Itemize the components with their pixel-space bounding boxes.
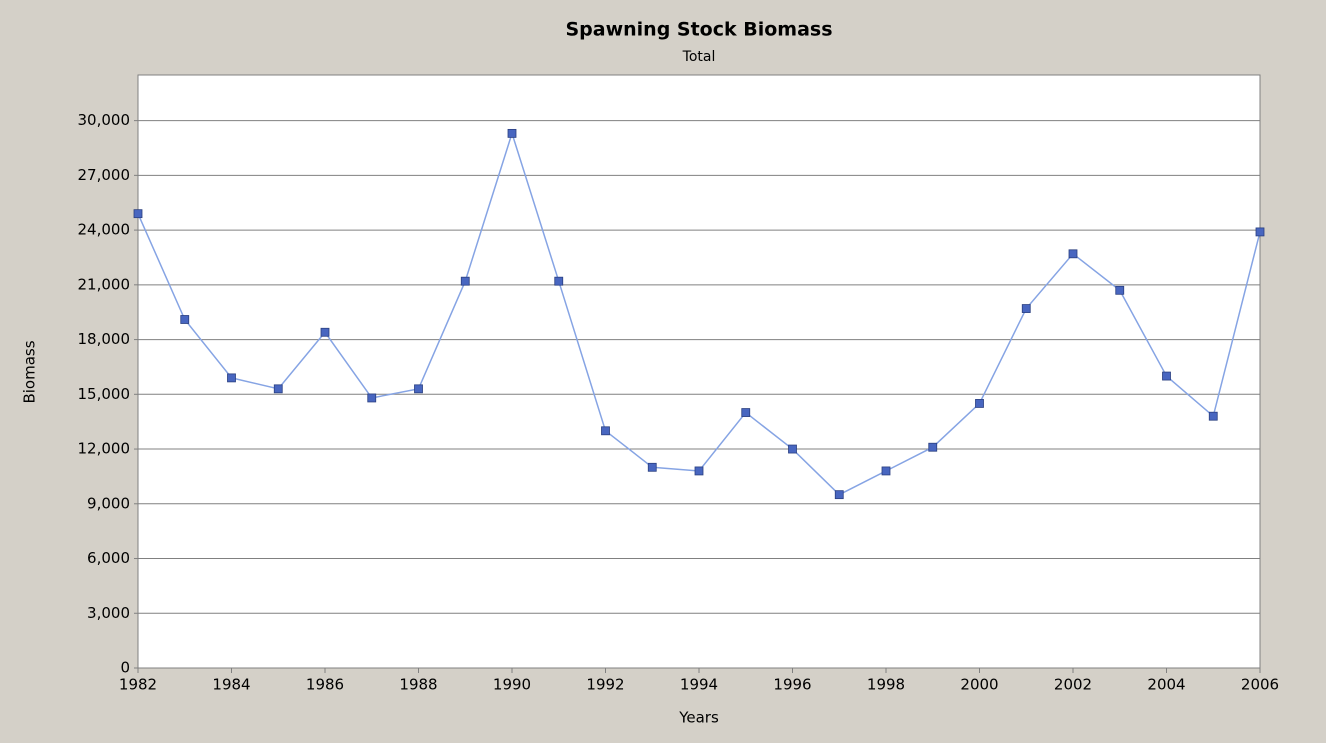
data-point: [1115, 285, 1125, 295]
y-tick-label: 21,000: [78, 275, 131, 293]
data-point: [180, 315, 190, 324]
data-point: [414, 384, 423, 394]
y-tick-label: 0: [120, 659, 130, 677]
x-tick-label: 2004: [1147, 676, 1185, 694]
y-tick-label: 3,000: [87, 604, 130, 622]
chart-subtitle: Total: [682, 49, 716, 65]
data-point: [1255, 227, 1265, 237]
x-tick-label: 1990: [493, 676, 531, 694]
data-point: [741, 408, 751, 417]
y-tick-label: 24,000: [78, 221, 131, 239]
x-tick-label: 1992: [586, 676, 624, 694]
x-tick-label: 1982: [119, 676, 157, 694]
data-point: [694, 466, 704, 476]
x-tick-label: 2002: [1054, 676, 1092, 694]
x-tick-label: 2000: [960, 676, 998, 694]
y-tick-label: 12,000: [78, 440, 131, 458]
data-point: [1208, 411, 1218, 421]
y-tick-label: 6,000: [87, 549, 130, 567]
data-point: [320, 327, 330, 337]
data-point: [881, 466, 891, 476]
x-tick-label: 1986: [306, 676, 344, 694]
y-axis-label: Biomass: [21, 340, 39, 403]
data-point: [928, 442, 938, 452]
x-tick-label: 1994: [680, 676, 718, 694]
data-point: [133, 209, 143, 219]
x-axis-label: Years: [678, 709, 719, 727]
x-tick-label: 1996: [773, 676, 811, 694]
x-tick-label: 1998: [867, 676, 905, 694]
y-tick-label: 30,000: [78, 111, 131, 129]
data-point: [975, 399, 984, 408]
y-tick-label: 27,000: [78, 166, 131, 184]
chart-title: Spawning Stock Biomass: [565, 19, 832, 41]
data-point: [647, 462, 657, 472]
data-point: [273, 384, 283, 394]
data-point: [601, 426, 610, 436]
data-point: [1068, 249, 1078, 259]
x-tick-label: 2006: [1241, 676, 1279, 694]
data-point: [834, 490, 844, 500]
y-tick-label: 9,000: [87, 494, 130, 512]
y-tick-label: 18,000: [78, 330, 131, 348]
x-tick-label: 1984: [212, 676, 250, 694]
data-point: [554, 276, 564, 286]
plot-area: [137, 74, 1261, 669]
y-tick-label: 15,000: [78, 385, 131, 403]
data-point: [788, 444, 797, 454]
data-point: [1162, 371, 1171, 381]
data-point: [460, 276, 470, 286]
data-point: [227, 373, 236, 383]
data-point: [367, 393, 377, 403]
data-point: [507, 128, 517, 138]
data-point: [1021, 304, 1031, 313]
x-tick-label: 1988: [399, 676, 437, 694]
